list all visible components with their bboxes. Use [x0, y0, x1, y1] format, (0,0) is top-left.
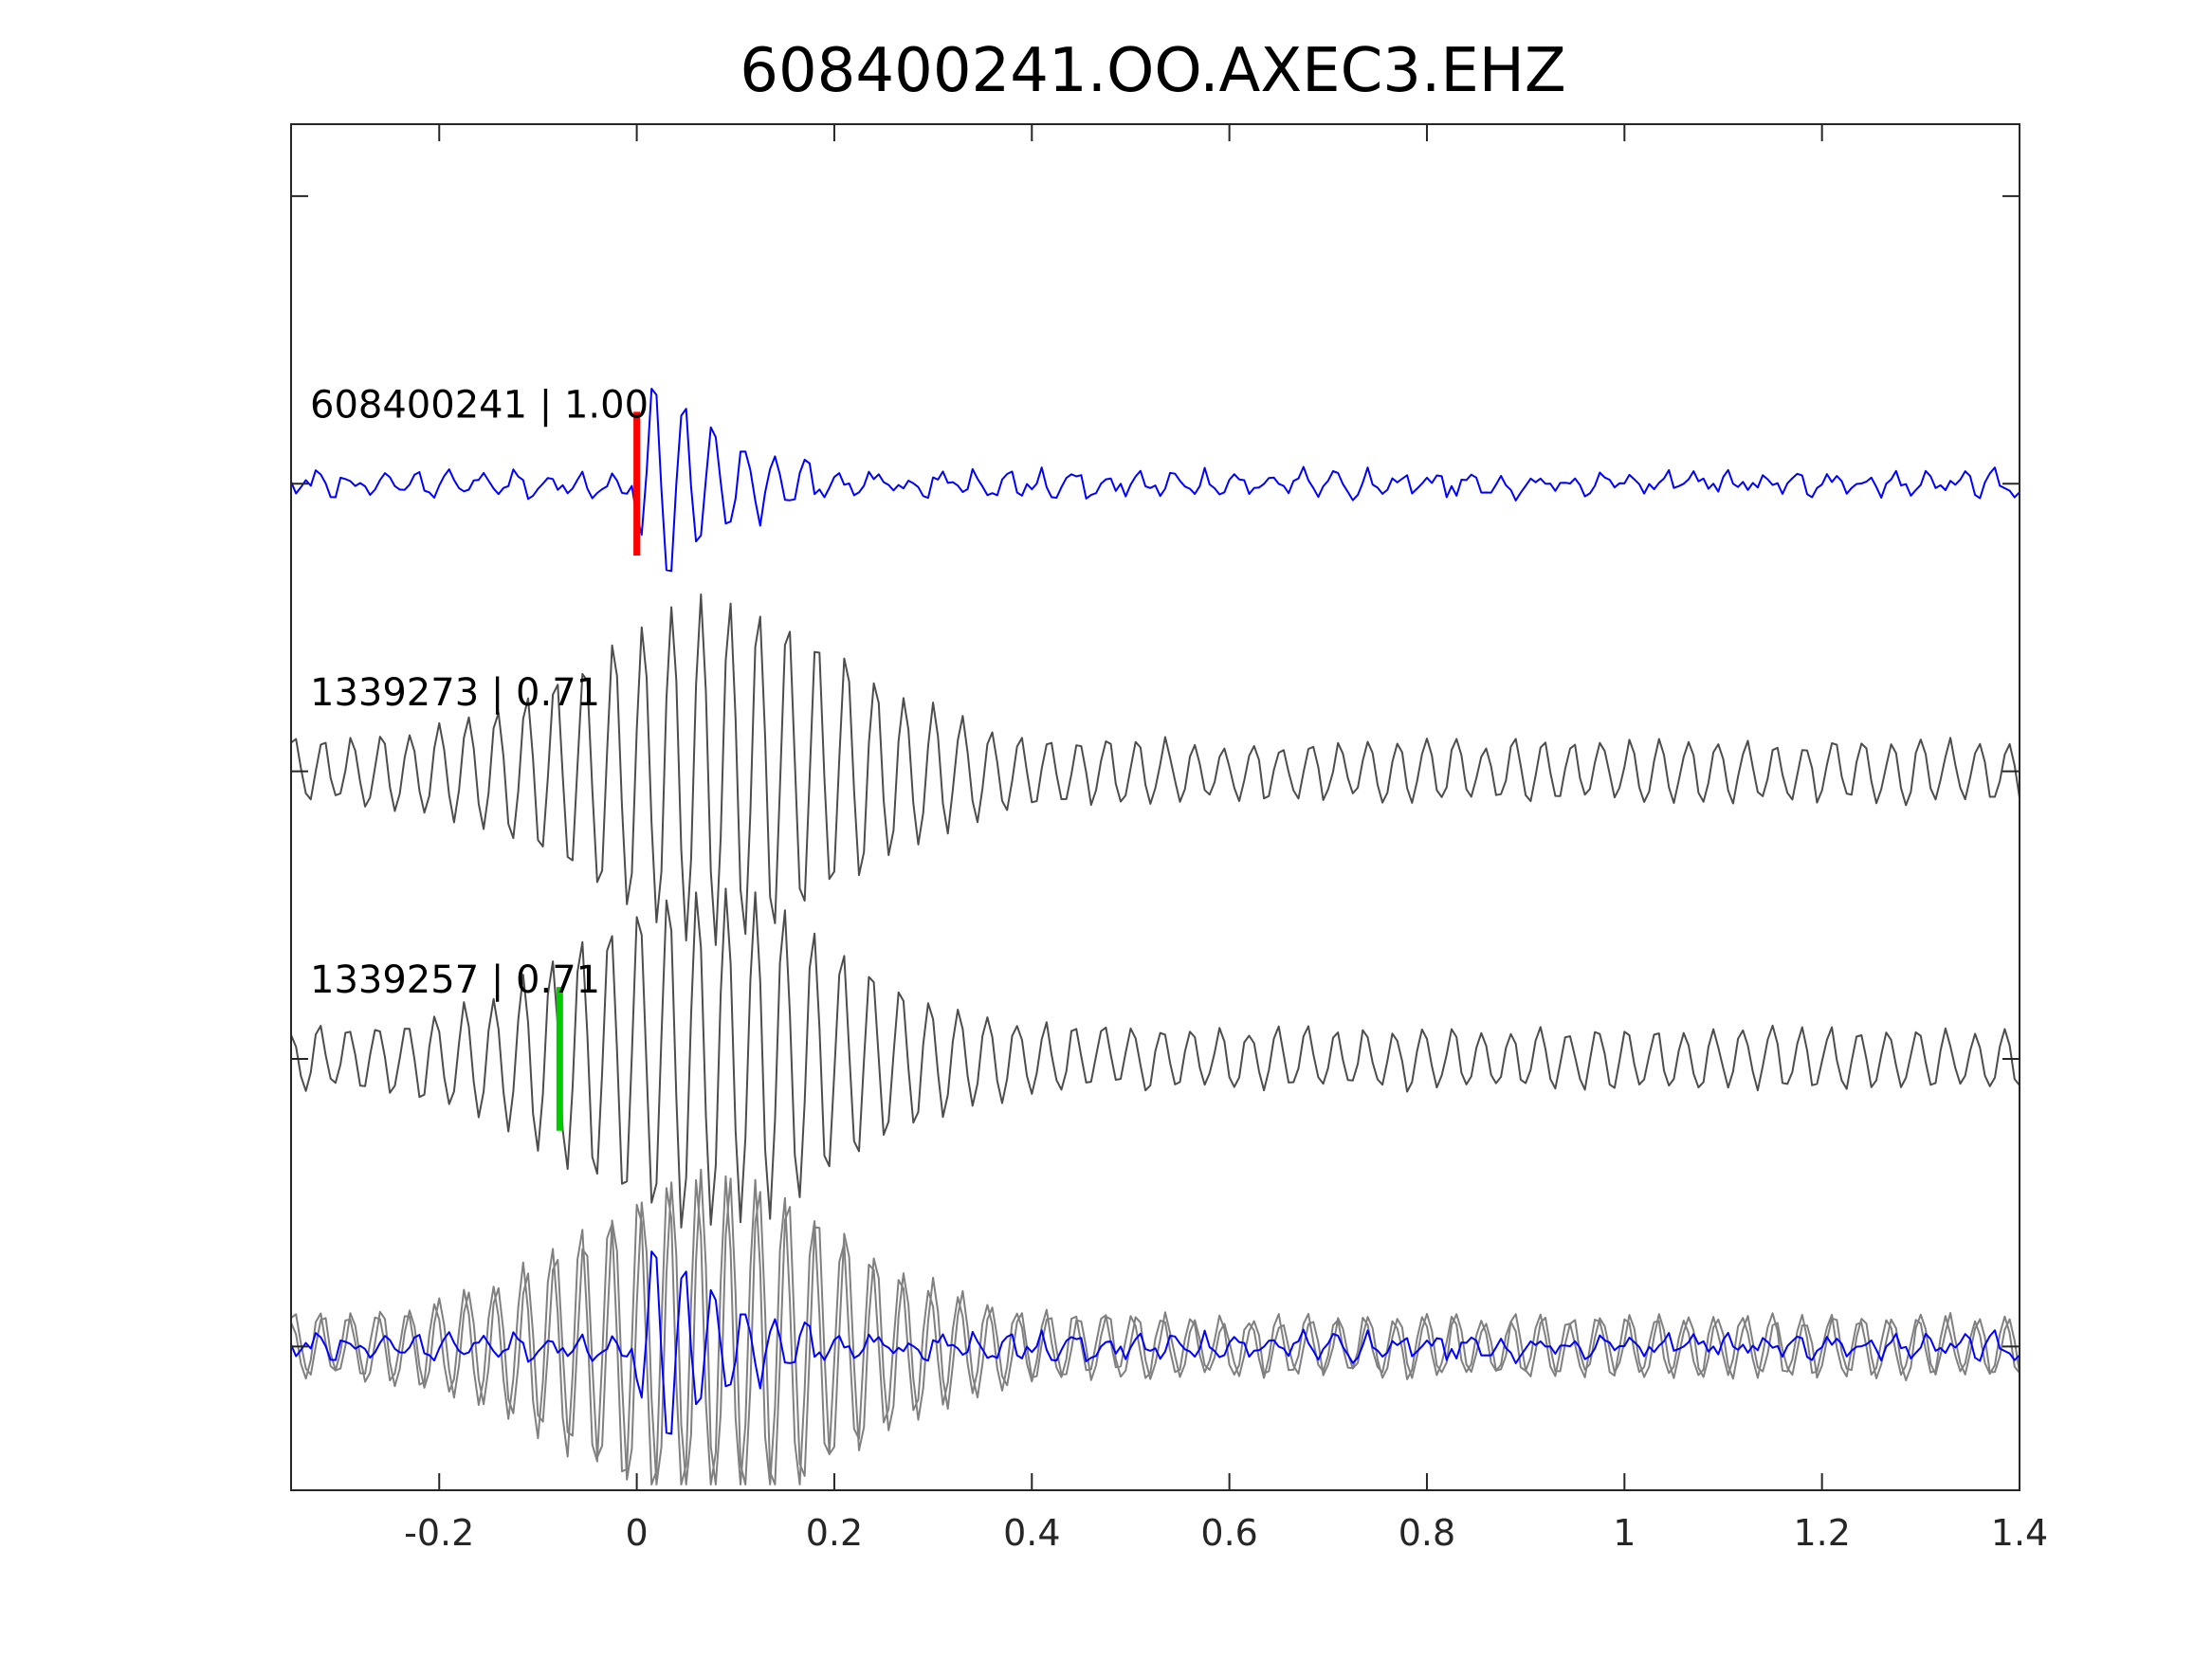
x-tick-label: 0.8	[1398, 1512, 1455, 1554]
plot-area	[291, 124, 2020, 1490]
x-tick-label: 0.6	[1200, 1512, 1257, 1554]
trace-match-1	[290, 593, 2020, 946]
trace-label-3: 1339257 | 0.71	[310, 958, 600, 1002]
x-tick-label: 0.2	[806, 1512, 863, 1554]
x-tick-label: 0	[626, 1512, 649, 1554]
x-tick-label: 1.2	[1793, 1512, 1850, 1554]
x-tick-label: 0.4	[1003, 1512, 1060, 1554]
axes-box	[290, 123, 2020, 1491]
trace-reference	[290, 388, 2020, 573]
axes	[290, 123, 2020, 1491]
x-tick-label: 1	[1613, 1512, 1636, 1554]
overlay-match-2	[290, 1175, 2020, 1486]
trace-label-2: 1339273 | 0.71	[310, 671, 600, 715]
x-axis-ticks: -0.2 0 0.2 0.4 0.6 0.8 1 1.2 1.4	[404, 124, 2048, 1554]
overlay-reference	[290, 1250, 2020, 1435]
x-tick-label: -0.2	[404, 1512, 474, 1554]
traces-layer	[290, 388, 2020, 1486]
picks-layer	[556, 411, 641, 1131]
trace-label-1: 608400241 | 1.00	[310, 383, 649, 427]
x-tick-label: 1.4	[1991, 1512, 2048, 1554]
trace-labels: 608400241 | 1.00 1339273 | 0.71 1339257 | …	[310, 383, 649, 1002]
overlay-match-1	[290, 1168, 2020, 1486]
chart-title: 608400241.OO.AXEC3.EHZ	[740, 36, 1566, 106]
trace-match-2	[290, 887, 2020, 1229]
y-axis-ticks	[291, 194, 2020, 1348]
